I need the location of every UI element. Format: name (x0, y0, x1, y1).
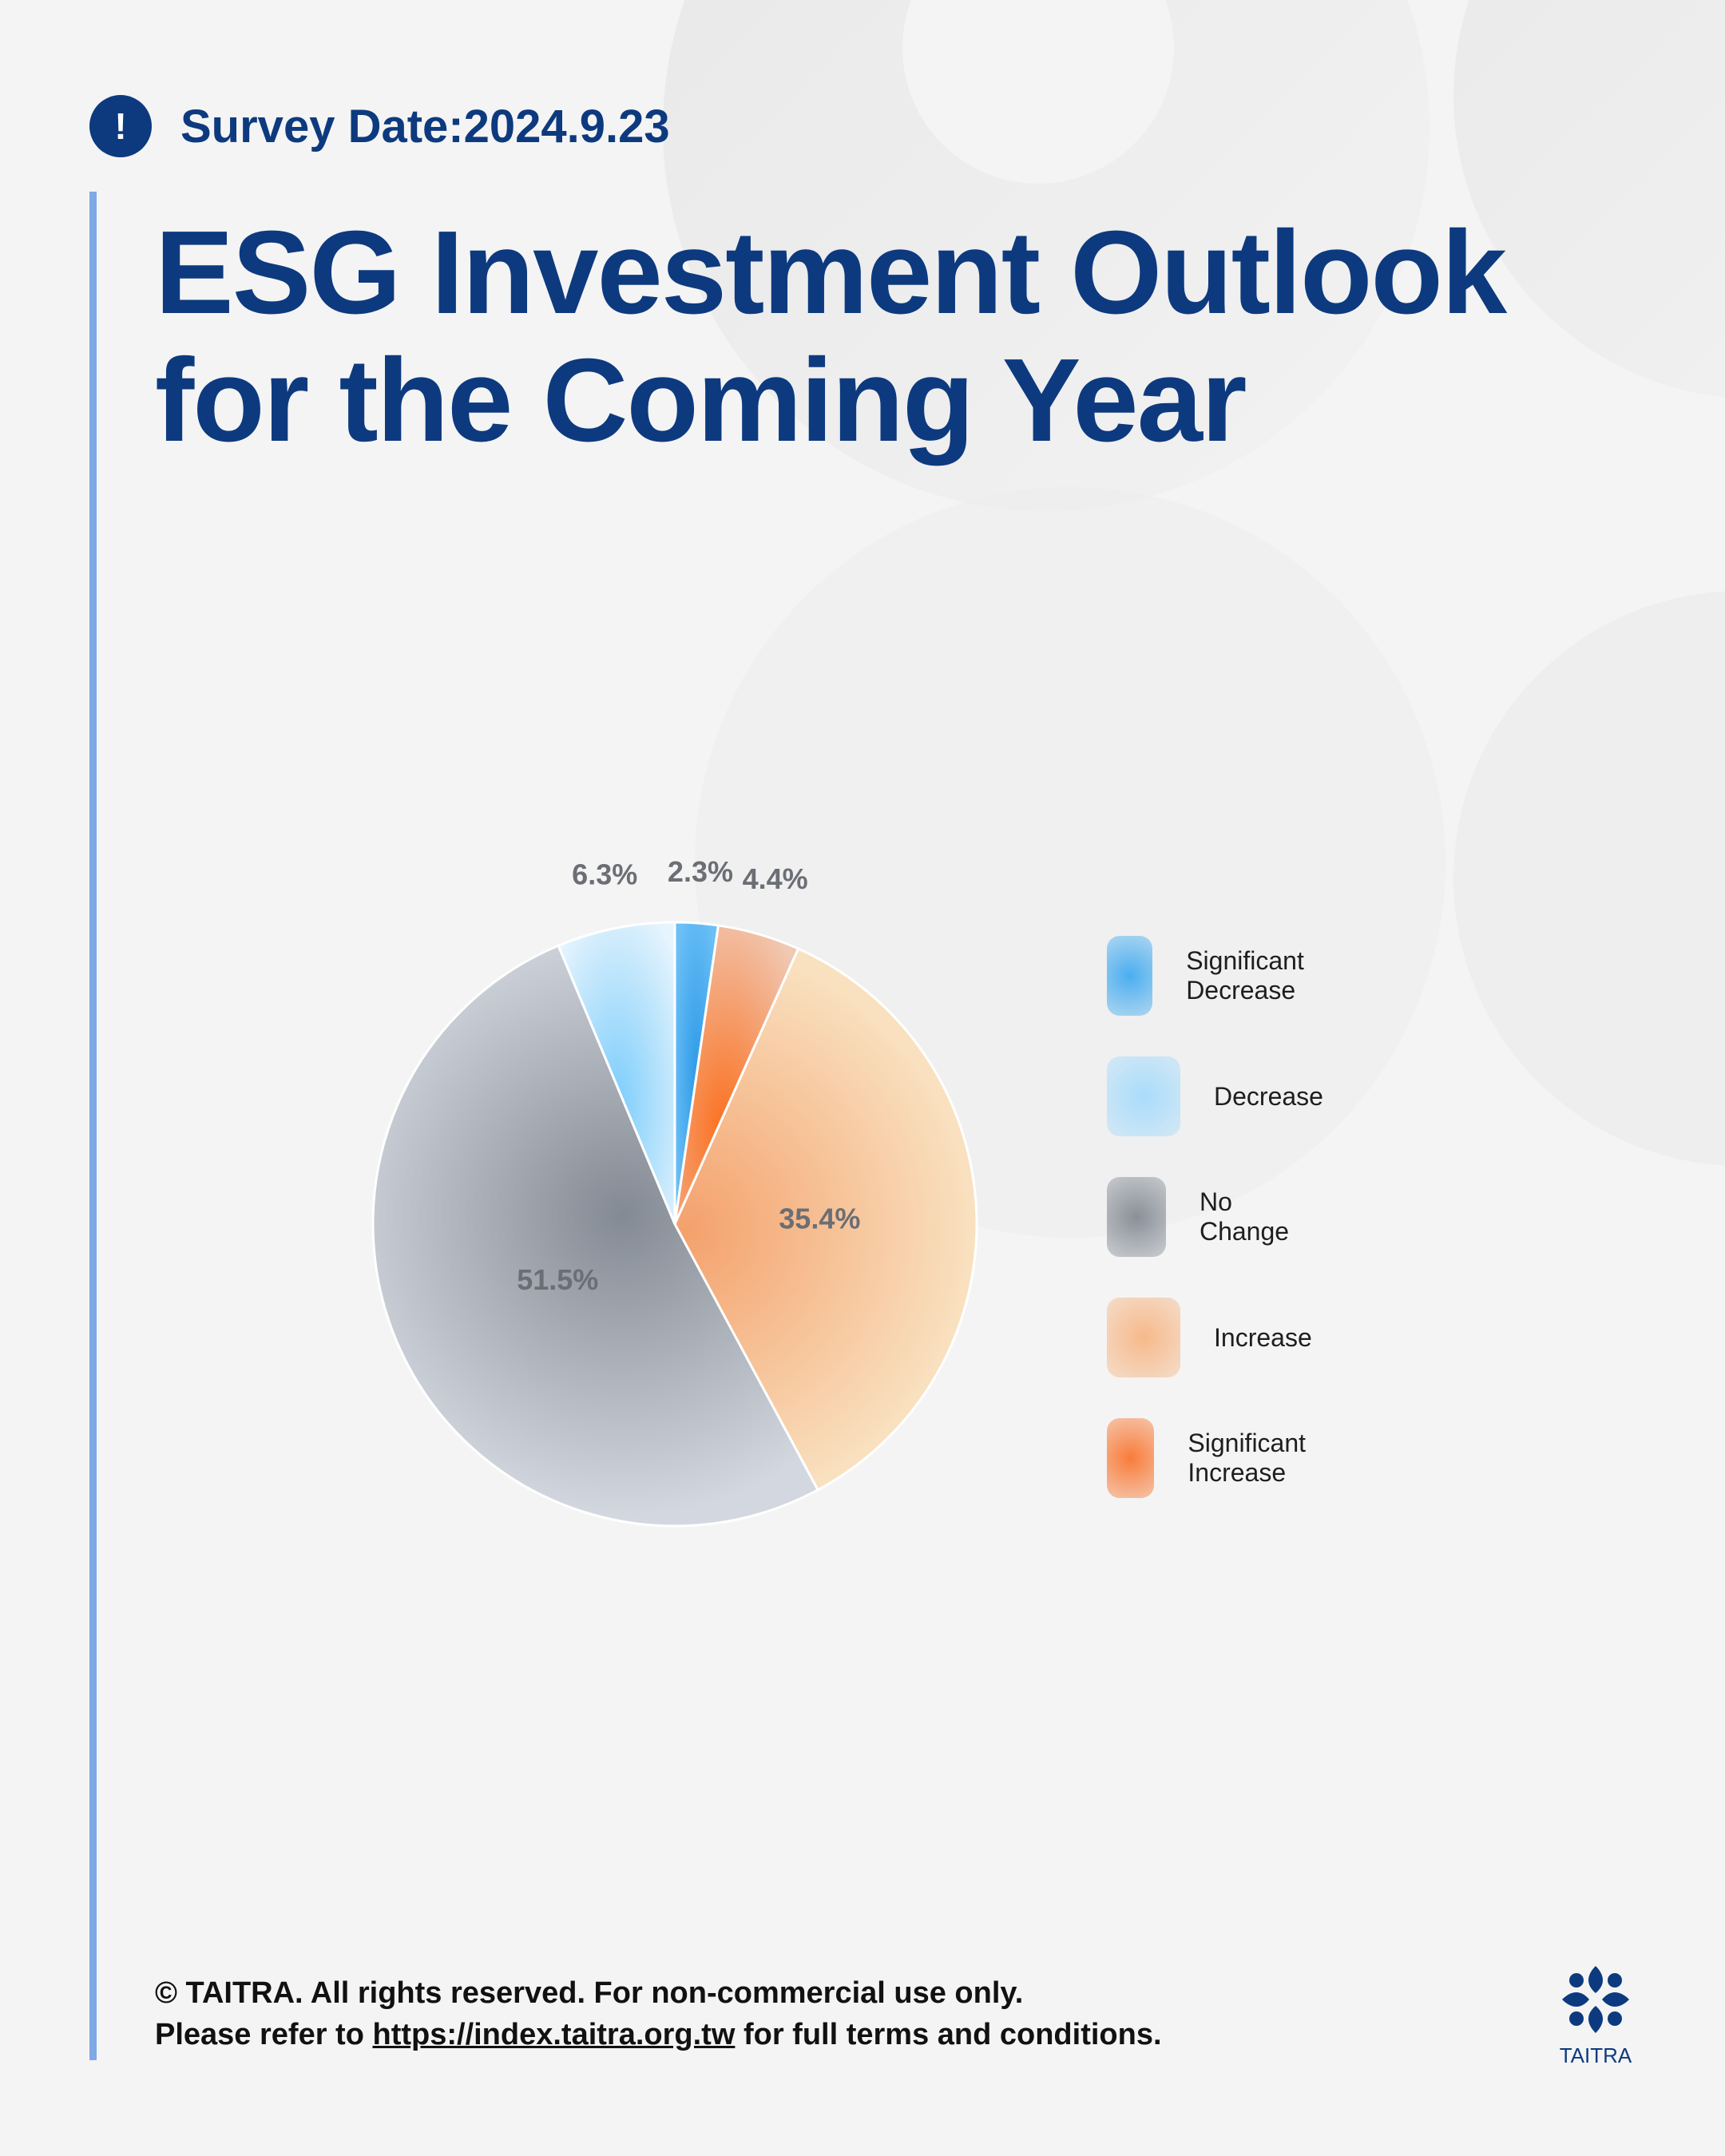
footer: © TAITRA. All rights reserved. For non-c… (155, 1972, 1162, 2055)
data-label-decrease: 6.3% (572, 858, 637, 891)
data-label-increase: 35.4% (779, 1202, 860, 1235)
legend-swatch (1107, 936, 1153, 1016)
logo-text: TAITRA (1559, 2043, 1632, 2067)
title-line-1: ESG Investment Outlook (155, 207, 1507, 339)
page-title: ESG Investment Outlook for the Coming Ye… (155, 207, 1507, 466)
pie-slice-decrease (557, 921, 676, 1225)
legend-item: Increase (1107, 1298, 1312, 1377)
legend-swatch (1107, 1298, 1180, 1377)
legend-swatch (1107, 1056, 1180, 1136)
legend-item: Decrease (1107, 1056, 1323, 1136)
legend-label: Significant Decrease (1186, 946, 1304, 1005)
taitra-logo: TAITRA (1556, 1961, 1636, 2068)
legend-label: Increase (1214, 1322, 1312, 1352)
legend-label: No Change (1199, 1187, 1290, 1246)
copyright-text: © TAITRA. All rights reserved. For non-c… (155, 1976, 1024, 2010)
legend-item: No Change (1107, 1177, 1303, 1257)
data-label-significant-increase: 4.4% (743, 862, 808, 895)
terms-link[interactable]: https://index.taitra.org.tw (372, 2018, 736, 2051)
legend-item: Significant Increase (1107, 1418, 1332, 1498)
accent-bar (89, 192, 97, 2060)
survey-date-row: ! Survey Date:2024.9.23 (89, 94, 670, 158)
legend-label: Significant Increase (1188, 1429, 1307, 1487)
pie-slice-no-change (371, 944, 820, 1528)
taitra-logo-icon (1562, 1966, 1629, 2033)
legend-swatch (1107, 1418, 1155, 1498)
survey-date: Survey Date:2024.9.23 (180, 100, 670, 153)
alert-icon: ! (89, 95, 152, 157)
terms-prefix: Please refer to (155, 2018, 373, 2051)
legend-item: Significant Decrease (1107, 936, 1332, 1016)
legend-label: Decrease (1214, 1081, 1323, 1111)
title-line-2: for the Coming Year (155, 335, 1247, 466)
data-label-no-change: 51.5% (517, 1263, 598, 1296)
legend-swatch (1107, 1177, 1166, 1257)
data-label-significant-decrease: 2.3% (668, 855, 733, 888)
pie-slice-increase (673, 947, 978, 1492)
terms-text: Please refer to https://index.taitra.org… (155, 2014, 1162, 2055)
terms-suffix: for full terms and conditions. (735, 2018, 1162, 2051)
